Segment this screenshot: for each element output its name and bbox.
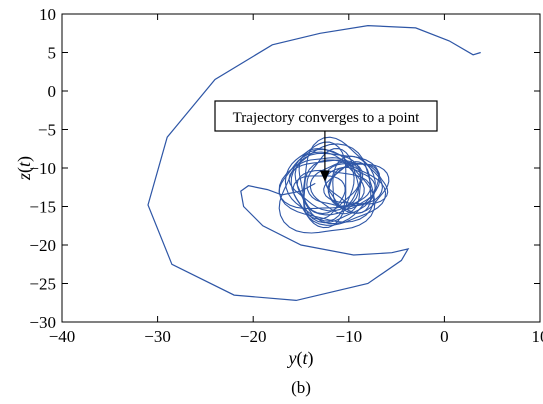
caption: (b) (291, 378, 311, 397)
y-tick-label: −20 (29, 236, 56, 255)
y-tick-label: 0 (48, 82, 57, 101)
plot-area (62, 14, 540, 322)
spiral-loop (284, 141, 347, 222)
y-tick-label: −5 (38, 121, 56, 140)
x-tick-label: −40 (49, 327, 76, 346)
y-tick-label: 5 (48, 44, 57, 63)
axes: −40−30−20−100101050−5−10−15−20−25−30 (29, 5, 543, 346)
annotation-text: Trajectory converges to a point (233, 110, 420, 126)
y-tick-label: 10 (39, 5, 56, 24)
spiral-loop (278, 143, 375, 223)
spiral-loop (324, 163, 390, 214)
x-tick-label: 10 (532, 327, 543, 346)
plot-background (62, 14, 540, 322)
series-trajectory (147, 24, 481, 302)
annotation: Trajectory converges to a point (214, 100, 438, 182)
spiral-loop (303, 159, 387, 226)
spiral-loop (290, 157, 355, 229)
spiral-loop (323, 162, 389, 205)
converging-spiral (278, 136, 390, 234)
x-axis-label: y(t) (286, 348, 313, 369)
y-tick-label: −15 (29, 198, 56, 217)
annotation-box (214, 100, 438, 132)
trajectory-line (147, 24, 481, 302)
y-tick-label: −30 (29, 313, 56, 332)
annotation-arrow-head (319, 170, 330, 182)
x-tick-label: −10 (336, 327, 363, 346)
x-tick-label: 0 (440, 327, 449, 346)
x-tick-label: −30 (144, 327, 171, 346)
y-axis-label: z(t) (14, 156, 35, 181)
x-tick-label: −20 (240, 327, 267, 346)
y-tick-label: −10 (29, 159, 56, 178)
y-tick-label: −25 (29, 275, 56, 294)
spiral-loop (288, 159, 364, 212)
